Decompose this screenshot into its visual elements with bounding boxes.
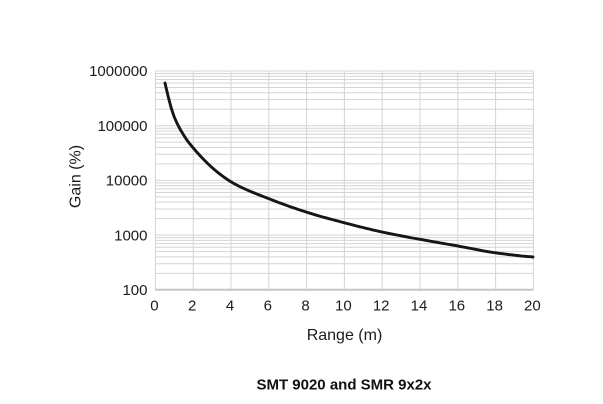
svg-text:SMT 9020 and SMR 9x2x: SMT 9020 and SMR 9x2x — [256, 377, 432, 394]
svg-text:100: 100 — [122, 282, 147, 299]
svg-text:0: 0 — [150, 298, 158, 315]
svg-text:4: 4 — [226, 298, 234, 315]
svg-text:18: 18 — [486, 298, 503, 315]
svg-text:Gain (%): Gain (%) — [68, 145, 85, 208]
svg-text:20: 20 — [524, 298, 541, 315]
svg-text:10000: 10000 — [106, 173, 148, 190]
svg-text:2: 2 — [188, 298, 196, 315]
svg-text:12: 12 — [373, 298, 390, 315]
svg-text:10: 10 — [335, 298, 352, 315]
svg-text:6: 6 — [264, 298, 272, 315]
svg-text:14: 14 — [411, 298, 428, 315]
svg-text:8: 8 — [301, 298, 309, 315]
svg-text:100000: 100000 — [97, 118, 147, 135]
svg-text:1000: 1000 — [114, 227, 147, 244]
svg-text:1000000: 1000000 — [89, 63, 147, 80]
svg-text:Range (m): Range (m) — [307, 327, 383, 344]
svg-text:16: 16 — [448, 298, 465, 315]
